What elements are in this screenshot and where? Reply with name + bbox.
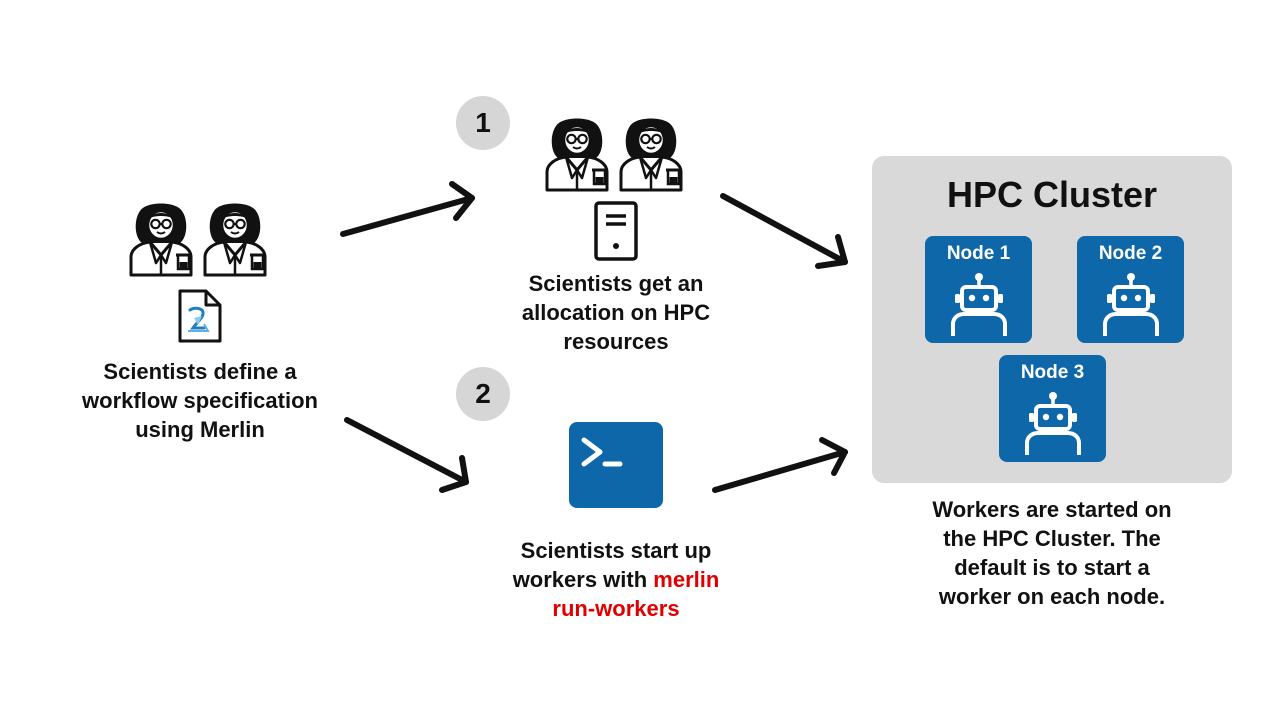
caption-line: Scientists get an [528,271,704,296]
caption-line: workers with merlin [470,565,762,594]
merlin-spec-file-icon [178,289,222,343]
caption-line: Workers are started on [932,497,1172,522]
scientist-icon [542,112,612,192]
cluster-node-2: Node 2 [1077,236,1184,343]
terminal-icon [569,422,663,508]
scientist-icon [126,197,196,277]
node-label: Node 3 [1020,362,1085,383]
hpc-cluster-title: HPC Cluster [946,174,1158,215]
caption-text: workers with [512,567,654,592]
scientist-icon [200,197,270,277]
caption-line: Scientists define a [103,359,297,384]
caption-line: the HPC Cluster. The [943,526,1161,551]
cluster-node-3: Node 3 [999,355,1106,462]
caption-workers-started: Workers are started on the HPC Cluster. … [892,495,1212,611]
robot-worker-icon [1099,272,1163,336]
caption-get-allocation: Scientists get an allocation on HPC reso… [476,269,756,356]
cluster-node-1: Node 1 [925,236,1032,343]
step-1-badge: 1 [456,96,510,150]
step-2-badge: 2 [456,367,510,421]
robot-worker-icon [1021,391,1085,455]
caption-line: workflow specification [82,388,318,413]
caption-line: worker on each node. [938,584,1166,609]
arrow-allocate-to-cluster [720,193,848,269]
robot-worker-icon [947,272,1011,336]
node-label: Node 2 [1098,243,1163,264]
merlin-command-run-workers: run-workers [552,596,680,621]
caption-line: default is to start a [954,555,1150,580]
caption-define-workflow: Scientists define a workflow specificati… [40,357,360,444]
scientist-icon [616,112,686,192]
arrow-define-to-start-workers [344,417,469,493]
merlin-command: merlin [653,567,720,592]
node-label: Node 1 [946,243,1011,264]
hpc-cluster-panel: HPC Cluster Node 1 Node 2 Node 3 [872,156,1232,483]
arrow-define-to-allocate [340,181,475,237]
caption-line: using Merlin [135,417,265,442]
server-icon [594,201,638,261]
caption-line: Scientists start up [520,538,712,563]
arrow-workers-to-cluster [712,437,848,493]
caption-line: resources [563,329,669,354]
caption-line: allocation on HPC [521,300,711,325]
caption-start-workers: Scientists start up workers with merlin … [470,536,762,623]
